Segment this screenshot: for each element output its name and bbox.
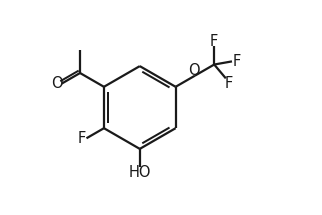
Text: HO: HO	[128, 165, 151, 180]
Text: O: O	[51, 76, 63, 91]
Text: F: F	[78, 131, 86, 146]
Text: F: F	[224, 75, 232, 91]
Text: F: F	[232, 54, 241, 69]
Text: O: O	[188, 63, 200, 78]
Text: F: F	[210, 34, 218, 49]
